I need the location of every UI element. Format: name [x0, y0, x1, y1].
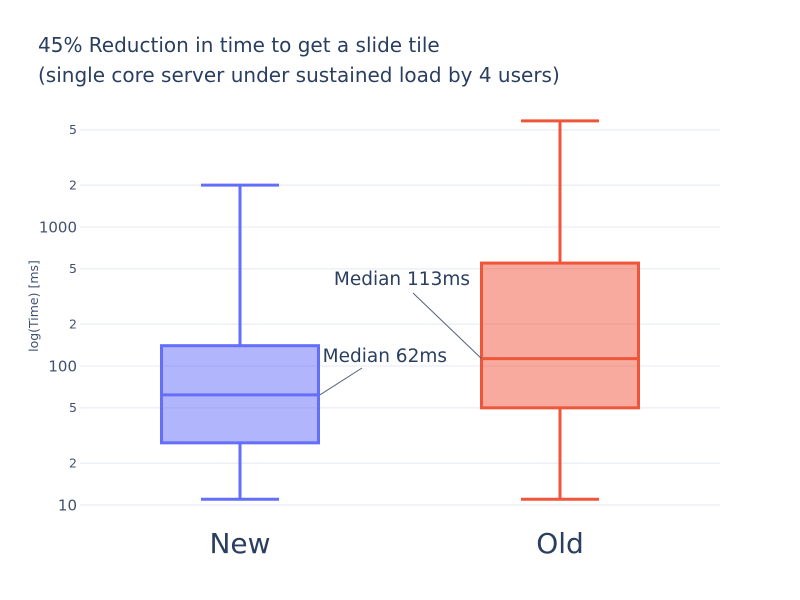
boxes [160, 119, 640, 501]
y-tick-label: 5 [69, 261, 77, 276]
y-tick-label: 1000 [39, 218, 77, 236]
annotation-arrow-line [412, 292, 482, 359]
chart-title-line1: 45% Reduction in time to get a slide til… [38, 33, 440, 57]
box-trace-old [480, 119, 640, 501]
y-tick-label: 2 [69, 317, 77, 332]
annotation-arrows [319, 292, 482, 396]
x-tick-label-old: Old [536, 527, 584, 560]
annotation-arrow-line [319, 367, 363, 396]
annotation-median-old: Median 113ms [334, 269, 470, 290]
annotation-median-new: Median 62ms [323, 346, 447, 367]
y-axis-title: log(Time) [ms] [26, 260, 41, 352]
x-tick-label-new: New [209, 527, 270, 560]
y-tick-label: 5 [69, 400, 77, 415]
chart-title: 45% Reduction in time to get a slide til… [38, 30, 560, 90]
y-tick-label: 100 [48, 357, 77, 375]
chart-title-line2: (single core server under sustained load… [38, 63, 560, 87]
iqr-box-old[interactable] [480, 261, 640, 410]
box-trace-new [160, 183, 320, 501]
y-tick-label: 2 [69, 456, 77, 471]
y-tick-label: 5 [69, 122, 77, 137]
y-tick-label: 2 [69, 178, 77, 193]
y-tick-label: 10 [58, 496, 77, 514]
y-axis-tick-labels: 10 2 5 100 2 5 1000 2 5 [39, 122, 77, 514]
